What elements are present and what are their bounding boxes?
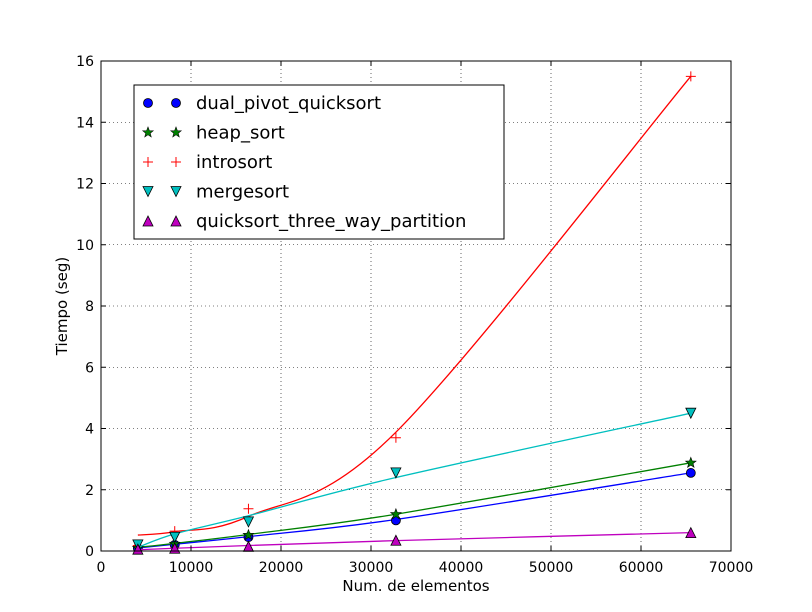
x-tick-label: 40000 [439, 560, 484, 576]
legend-marker [142, 186, 154, 198]
data-point-heap_sort [389, 507, 402, 520]
y-tick-label: 4 [85, 422, 94, 438]
y-tick-label: 0 [85, 544, 94, 560]
legend-marker [142, 215, 154, 227]
legend-entry: introsort [143, 152, 272, 173]
data-point-quicksort_three_way_partition [132, 543, 144, 555]
legend-marker [170, 186, 182, 198]
y-tick-label: 2 [85, 483, 94, 499]
y-tick-label: 8 [85, 299, 94, 315]
x-tick-label: 30000 [349, 560, 394, 576]
legend-label: quicksort_three_way_partition [196, 211, 466, 232]
data-point-mergesort [685, 407, 697, 420]
ticks: 0 10000 20000 30000 40000 50000 60000 70000 0 2 4 6… [76, 54, 753, 576]
y-tick-label: 6 [85, 360, 94, 376]
data-point-introsort [390, 432, 401, 443]
data-point-quicksort_three_way_partition [390, 534, 402, 546]
data-point-mergesort [242, 516, 255, 528]
data-point-heap_sort [242, 528, 255, 541]
data-point-mergesort [169, 531, 181, 544]
legend-label: heap_sort [196, 123, 285, 144]
legend-entry: mergesort [142, 182, 289, 203]
legend-marker [171, 98, 181, 108]
x-tick-label: 60000 [619, 560, 664, 576]
legend-entry: quicksort_three_way_partition [142, 211, 466, 232]
legend-entry: heap_sort [141, 123, 285, 144]
y-tick-label: 12 [76, 177, 94, 193]
y-axis-label: Tiempo (seg) [53, 257, 71, 356]
legend-marker [169, 126, 183, 138]
x-tick-label: 10000 [169, 560, 214, 576]
series-group [131, 71, 697, 555]
data-point-heap_sort [684, 456, 697, 468]
y-tick-label: 16 [76, 54, 94, 70]
x-tick-label: 20000 [259, 560, 304, 576]
x-tick-label: 70000 [709, 560, 754, 576]
y-tick-label: 14 [76, 115, 94, 131]
x-axis-label: Num. de elementos [342, 577, 489, 595]
legend-entry: dual_pivot_quicksort [143, 93, 381, 114]
legend-marker [143, 98, 153, 108]
legend-marker [141, 126, 155, 138]
data-point-quicksort_three_way_partition [685, 526, 697, 539]
legend-label: dual_pivot_quicksort [196, 93, 381, 114]
legend: dual_pivot_quicksort heap_sort introsort me… [133, 84, 505, 240]
legend-marker [143, 157, 153, 167]
y-tick-label: 10 [76, 238, 94, 254]
legend-marker [170, 215, 182, 227]
data-point-introsort [685, 71, 696, 82]
x-tick-label: 50000 [529, 560, 574, 576]
data-point-mergesort [390, 467, 402, 479]
data-point-dual_pivot_quicksort [391, 515, 401, 526]
legend-label: mergesort [196, 182, 289, 203]
data-point-introsort [243, 503, 254, 514]
legend-marker [171, 157, 181, 167]
data-point-dual_pivot_quicksort [685, 468, 696, 478]
legend-label: introsort [196, 152, 272, 173]
x-tick-label: 0 [97, 560, 106, 576]
legend-box [133, 84, 505, 240]
